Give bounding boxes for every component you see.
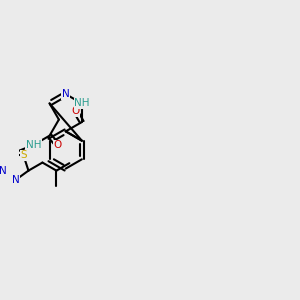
Text: O: O xyxy=(71,106,80,116)
Text: N: N xyxy=(12,175,19,185)
Text: NH: NH xyxy=(74,98,90,108)
Text: NH: NH xyxy=(26,140,41,150)
Text: N: N xyxy=(62,89,70,99)
Text: N: N xyxy=(0,166,6,176)
Text: S: S xyxy=(20,150,27,161)
Text: O: O xyxy=(53,140,62,150)
